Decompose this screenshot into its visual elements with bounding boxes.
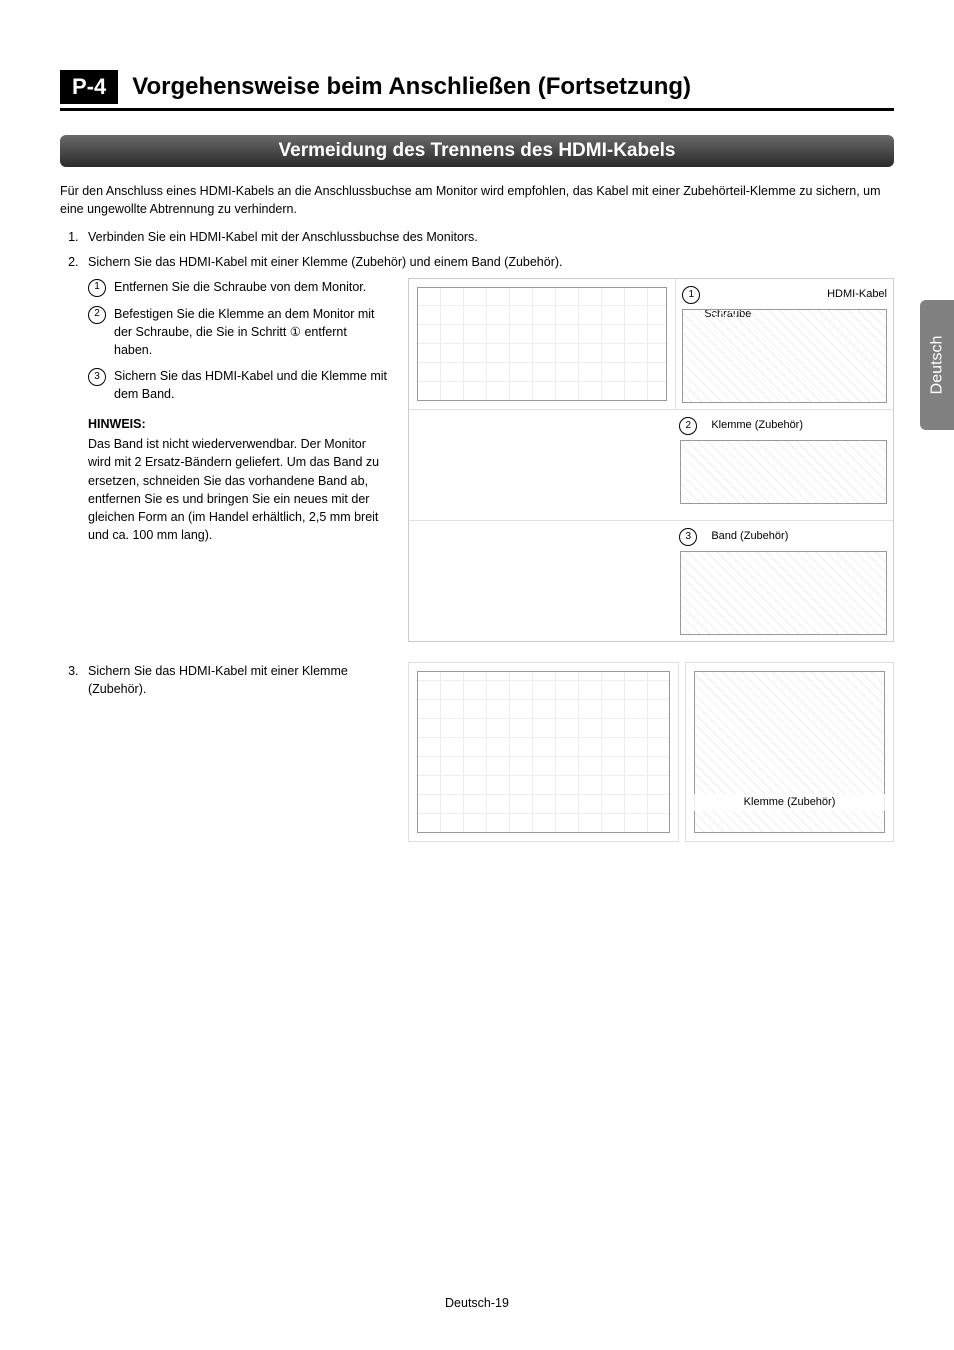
substep-3: 3 Sichern Sie das HDMI-Kabel und die Kle… [88,367,388,403]
substep-2-text: Befestigen Sie die Klemme an dem Monitor… [114,305,388,359]
substep-1-text: Entfernen Sie die Schraube von dem Monit… [114,278,366,297]
step-1-text: Verbinden Sie ein HDMI-Kabel mit der Ans… [88,230,478,244]
substep-2: 2 Befestigen Sie die Klemme an dem Monit… [88,305,388,359]
note-text: Das Band ist nicht wiederverwendbar. Der… [88,435,388,544]
step-1: Verbinden Sie ein HDMI-Kabel mit der Ans… [82,228,894,247]
step-2: Sichern Sie das HDMI-Kabel mit einer Kle… [82,253,894,642]
page-header: P-4 Vorgehensweise beim Anschließen (For… [60,70,894,111]
figure-1-row-2-right: 2 Klemme (Zubehör) [409,410,893,510]
figure-1-row-2: 2 Klemme (Zubehör) [409,410,893,521]
step-3: Sichern Sie das HDMI-Kabel mit einer Kle… [82,662,894,842]
substeps-list: 1 Entfernen Sie die Schraube von dem Mon… [88,278,388,404]
figure-1-row-1: 1 HDMI-Kabel Schraube [409,279,893,410]
figure-2: Klemme (Zubehör) [408,662,894,842]
circled-3-icon: 3 [88,368,106,386]
step-2-details: 1 Entfernen Sie die Schraube von dem Mon… [88,278,388,545]
figure-1-num-1-icon: 1 [682,286,700,304]
language-tab-label: Deutsch [928,336,946,395]
note-label: HINWEIS: [88,415,388,433]
circled-2-icon: 2 [88,306,106,324]
figure-1: 1 HDMI-Kabel Schraube 2 [408,278,894,642]
figure-1-row-1-right: 1 HDMI-Kabel Schraube [676,279,893,409]
figure-1-row-3: 3 Band (Zubehör) [409,521,893,641]
circled-1-icon: 1 [88,279,106,297]
header-title: Vorgehensweise beim Anschließen (Fortset… [132,73,691,101]
intro-paragraph: Für den Anschluss eines HDMI-Kabels an d… [60,183,894,218]
step-3-text: Sichern Sie das HDMI-Kabel mit einer Kle… [88,662,388,698]
figure-1-hdmi-label: HDMI-Kabel [714,286,887,303]
step-2-text: Sichern Sie das HDMI-Kabel mit einer Kle… [88,255,563,269]
figure-1-clamp-label: Klemme (Zubehör) [711,417,803,434]
language-tab: Deutsch [920,300,954,430]
header-badge: P-4 [60,70,118,104]
figure-2-left-schematic [408,662,679,842]
figure-1-row-3-right: 3 Band (Zubehör) [409,521,893,641]
figure-1-left-schematic [409,279,676,409]
figure-2-clamp-label: Klemme (Zubehör) [686,794,893,811]
figure-2-right-schematic: Klemme (Zubehör) [685,662,894,842]
figure-1-num-2-icon: 2 [679,417,697,435]
substep-1: 1 Entfernen Sie die Schraube von dem Mon… [88,278,388,297]
figure-1-num-3-icon: 3 [679,528,697,546]
section-title-bar: Vermeidung des Trennens des HDMI-Kabels [60,135,894,167]
substep-3-text: Sichern Sie das HDMI-Kabel und die Klemm… [114,367,388,403]
page-footer: Deutsch-19 [0,1296,954,1310]
main-ordered-list: Verbinden Sie ein HDMI-Kabel mit der Ans… [60,228,894,842]
figure-1-band-label: Band (Zubehör) [711,528,788,545]
